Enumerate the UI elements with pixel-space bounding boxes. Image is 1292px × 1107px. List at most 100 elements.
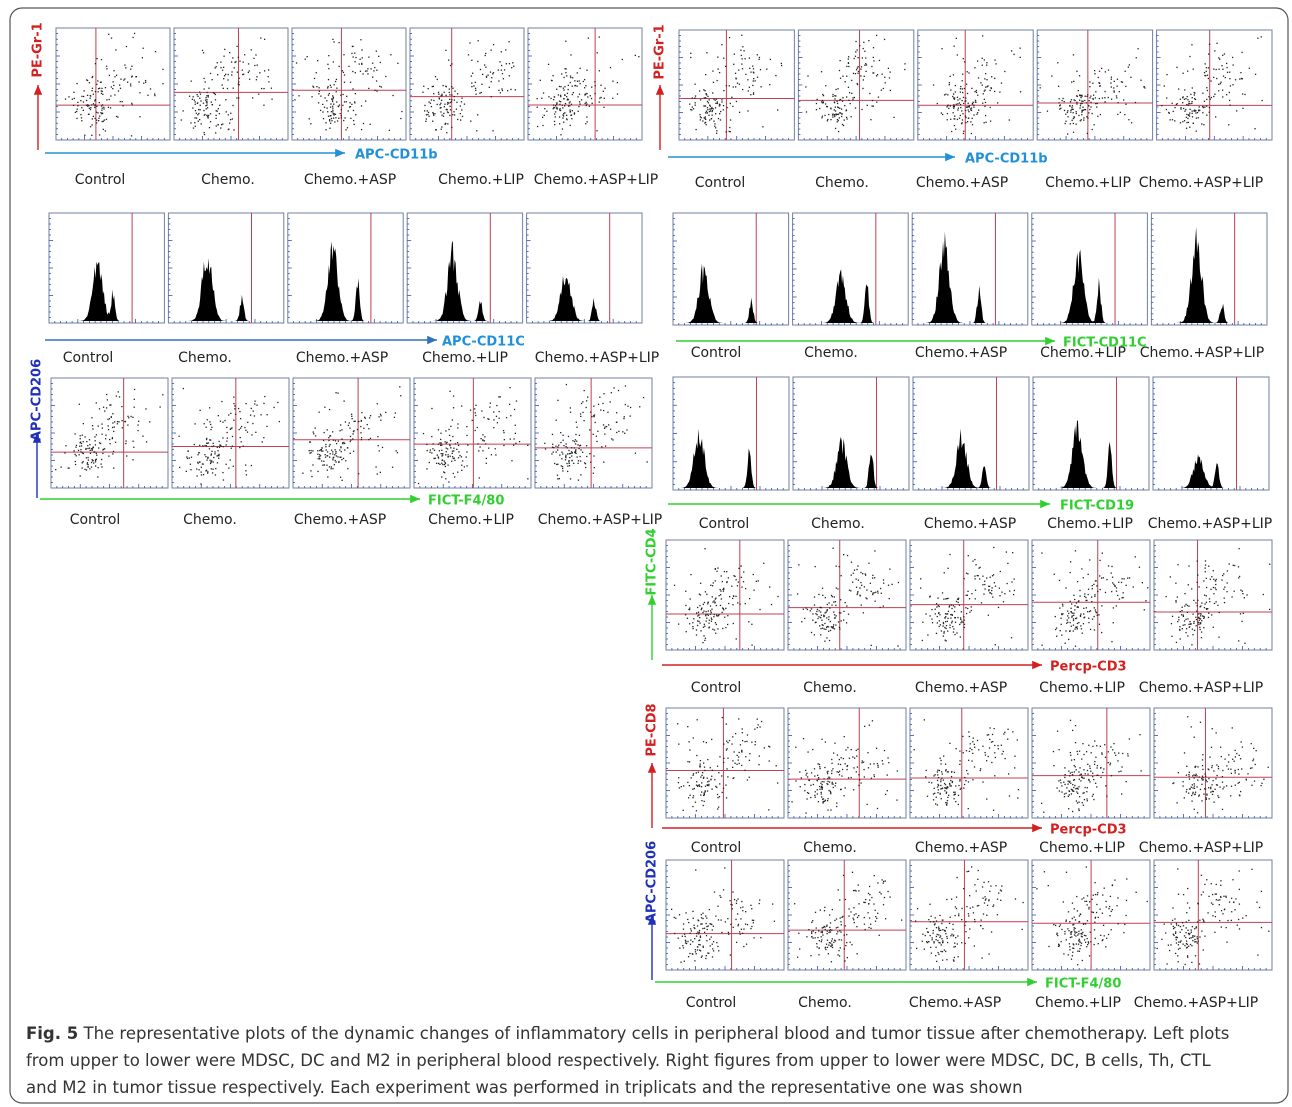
event-dot xyxy=(972,118,973,119)
event-dot xyxy=(145,82,146,83)
event-dot xyxy=(966,573,967,574)
event-dot xyxy=(445,430,446,431)
event-dot xyxy=(716,130,717,131)
event-dot xyxy=(1184,111,1185,112)
event-dot xyxy=(190,464,191,465)
event-dot xyxy=(700,630,701,631)
event-dot xyxy=(1081,95,1082,96)
event-dot xyxy=(468,54,469,55)
event-dot xyxy=(471,82,472,83)
event-dot xyxy=(329,128,330,129)
condition-label: Chemo.+ASP+LIP xyxy=(1139,175,1263,191)
event-dot xyxy=(1171,636,1172,637)
event-dot xyxy=(803,609,804,610)
event-dot xyxy=(949,82,950,83)
event-dot xyxy=(950,89,951,90)
event-dot xyxy=(1067,610,1068,611)
event-dot xyxy=(743,571,744,572)
event-dot xyxy=(480,438,481,439)
event-dot xyxy=(690,57,691,58)
event-dot xyxy=(962,74,963,75)
event-dot xyxy=(210,73,211,74)
event-dot xyxy=(239,61,240,62)
event-dot xyxy=(1209,107,1210,108)
event-dot xyxy=(1171,103,1172,104)
event-dot xyxy=(856,569,857,570)
event-dot xyxy=(1088,100,1089,101)
event-dot xyxy=(492,130,493,131)
event-dot xyxy=(837,106,838,107)
event-dot xyxy=(162,394,163,395)
event-dot xyxy=(125,67,126,68)
event-dot xyxy=(227,437,228,438)
event-dot xyxy=(712,770,713,771)
event-dot xyxy=(711,111,712,112)
event-dot xyxy=(351,414,352,415)
event-dot xyxy=(222,123,223,124)
event-dot xyxy=(842,76,843,77)
event-dot xyxy=(860,75,861,76)
event-dot xyxy=(948,611,949,612)
event-dot xyxy=(961,123,962,124)
event-dot xyxy=(214,453,215,454)
event-dot xyxy=(771,604,772,605)
event-dot xyxy=(1255,74,1256,75)
event-dot xyxy=(336,91,337,92)
event-dot xyxy=(705,791,706,792)
event-dot xyxy=(1239,78,1240,79)
event-dot xyxy=(556,102,557,103)
event-dot xyxy=(460,119,461,120)
event-dot xyxy=(593,434,594,435)
event-dot xyxy=(715,598,716,599)
event-dot xyxy=(103,407,104,408)
event-dot xyxy=(101,459,102,460)
event-dot xyxy=(1099,560,1100,561)
event-dot xyxy=(1121,582,1122,583)
event-dot xyxy=(122,105,123,106)
event-dot xyxy=(825,85,826,86)
event-dot xyxy=(723,788,724,789)
event-dot xyxy=(1196,582,1197,583)
event-dot xyxy=(360,426,361,427)
event-dot xyxy=(121,420,122,421)
event-dot xyxy=(553,99,554,100)
event-dot xyxy=(215,115,216,116)
event-dot xyxy=(625,385,626,386)
event-dot xyxy=(211,427,212,428)
event-dot xyxy=(159,406,160,407)
event-dot xyxy=(75,454,76,455)
event-dot xyxy=(450,109,451,110)
event-dot xyxy=(573,463,574,464)
event-dot xyxy=(719,72,720,73)
event-dot xyxy=(1215,584,1216,585)
x-axis-label: FICT-CD19 xyxy=(1060,499,1134,514)
event-dot xyxy=(1144,86,1145,87)
event-dot xyxy=(87,466,88,467)
event-dot xyxy=(92,88,93,89)
event-dot xyxy=(635,55,636,56)
event-dot xyxy=(329,444,330,445)
event-dot xyxy=(452,419,453,420)
event-dot xyxy=(957,97,958,98)
event-dot xyxy=(1204,603,1205,604)
event-dot xyxy=(942,592,943,593)
event-dot xyxy=(487,418,488,419)
event-dot xyxy=(1145,600,1146,601)
event-dot xyxy=(708,623,709,624)
event-dot xyxy=(92,425,93,426)
event-dot xyxy=(871,645,872,646)
event-dot xyxy=(947,568,948,569)
event-dot xyxy=(217,450,218,451)
event-dot xyxy=(962,119,963,120)
event-dot xyxy=(999,588,1000,589)
event-dot xyxy=(967,591,968,592)
event-dot xyxy=(453,473,454,474)
event-dot xyxy=(871,105,872,106)
event-dot xyxy=(329,120,330,121)
event-dot xyxy=(834,101,835,102)
event-dot xyxy=(968,106,969,107)
event-dot xyxy=(571,118,572,119)
event-dot xyxy=(1205,75,1206,76)
event-dot xyxy=(100,82,101,83)
event-dot xyxy=(1174,120,1175,121)
